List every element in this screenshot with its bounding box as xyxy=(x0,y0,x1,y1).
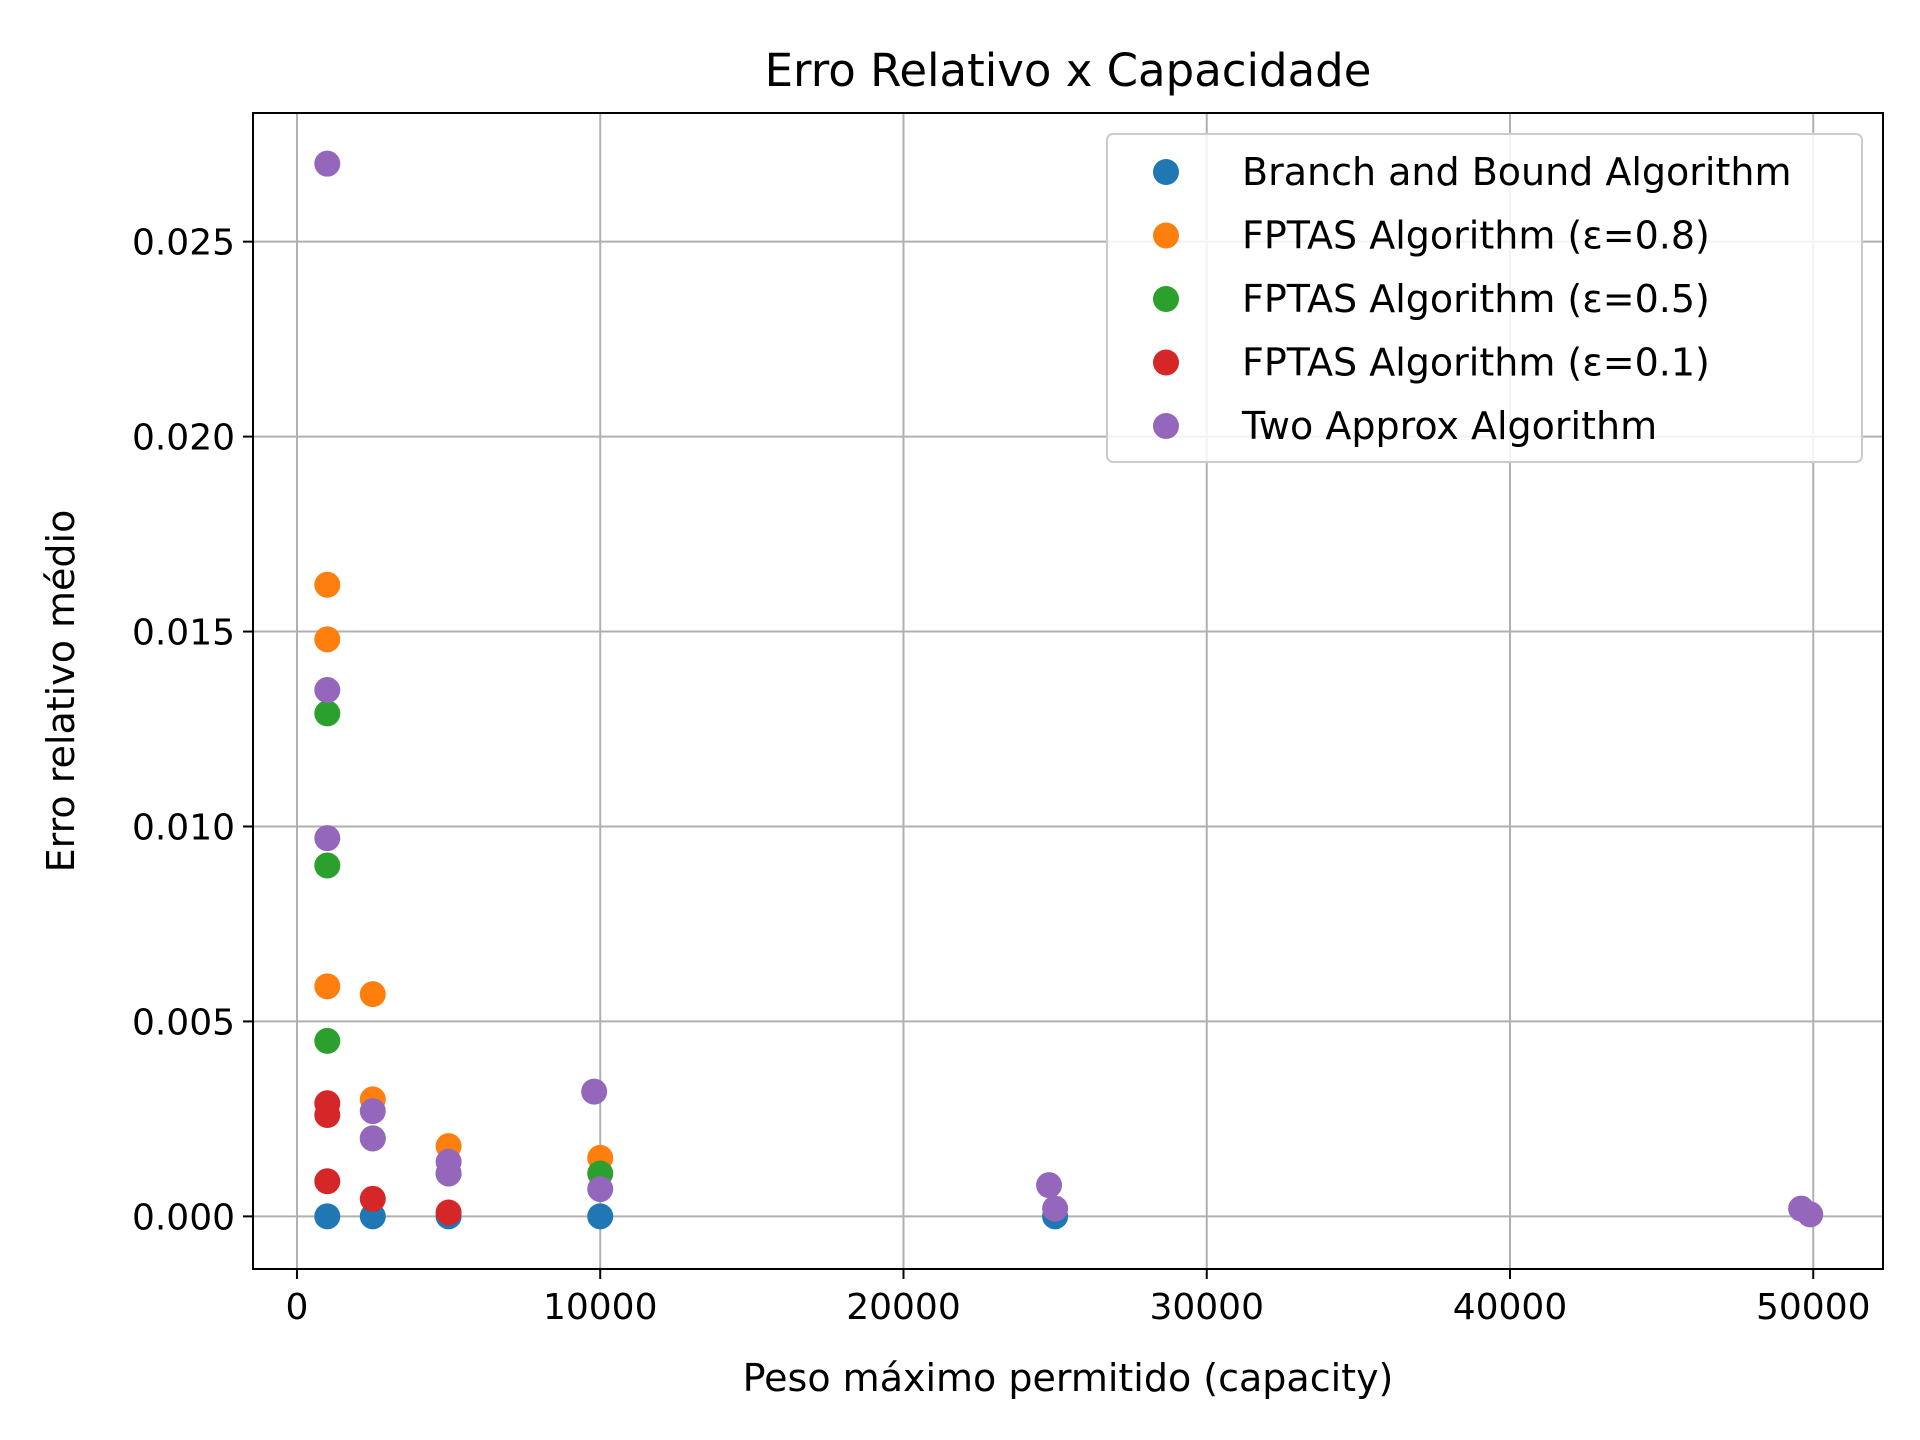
legend-marker xyxy=(1153,222,1179,249)
legend-marker xyxy=(1153,349,1179,376)
data-point xyxy=(581,1078,608,1105)
axis-ticks: 0 10000 20000 30000 40000 50000 0.000 0.005 0.01… xyxy=(132,223,1871,1328)
legend-marker xyxy=(1153,413,1179,439)
data-point xyxy=(314,1203,341,1230)
data-point xyxy=(314,1101,341,1128)
data-point xyxy=(1036,1172,1063,1199)
y-tick-label: 0.000 xyxy=(132,1197,235,1238)
data-point xyxy=(314,973,341,1000)
x-tick-label: 50000 xyxy=(1756,1287,1871,1328)
data-point xyxy=(314,825,341,852)
y-tick-label: 0.005 xyxy=(132,1002,235,1043)
legend-label: FPTAS Algorithm (ε=0.5) xyxy=(1242,277,1710,321)
data-point xyxy=(314,852,341,879)
x-tick-label: 30000 xyxy=(1149,1287,1264,1328)
data-points xyxy=(314,150,1824,1230)
data-point xyxy=(314,1027,341,1054)
data-point xyxy=(359,1098,386,1125)
x-tick-label: 0 xyxy=(286,1287,309,1328)
x-axis-label: Peso máximo permitido (capacity) xyxy=(743,1356,1394,1400)
y-tick-label: 0.010 xyxy=(132,807,235,848)
data-point xyxy=(359,1125,386,1152)
data-point xyxy=(314,677,341,704)
y-axis-label: Erro relativo médio xyxy=(39,510,83,873)
data-point xyxy=(314,700,341,727)
legend-marker xyxy=(1153,286,1179,312)
data-point xyxy=(1042,1195,1069,1222)
y-tick-label: 0.015 xyxy=(132,613,235,654)
data-point xyxy=(359,1185,386,1212)
data-point xyxy=(435,1199,462,1226)
legend: Branch and Bound Algorithm FPTAS Algorith… xyxy=(1106,133,1863,463)
data-point xyxy=(314,626,341,653)
data-point xyxy=(314,571,341,598)
legend-box xyxy=(1106,133,1863,463)
data-point xyxy=(359,981,386,1008)
data-point xyxy=(435,1160,462,1187)
legend-label: Branch and Bound Algorithm xyxy=(1242,150,1791,194)
data-point xyxy=(1797,1201,1824,1228)
data-point xyxy=(314,1168,341,1195)
legend-label: FPTAS Algorithm (ε=0.1) xyxy=(1242,341,1710,385)
x-tick-label: 20000 xyxy=(846,1287,961,1328)
legend-marker xyxy=(1153,159,1179,185)
chart-title: Erro Relativo x Capacidade xyxy=(765,44,1372,97)
data-point xyxy=(587,1176,614,1203)
data-point xyxy=(314,150,341,177)
plot-frame xyxy=(252,112,1884,1270)
legend-label: FPTAS Algorithm (ε=0.8) xyxy=(1242,214,1710,258)
y-tick-label: 0.025 xyxy=(132,223,235,264)
x-tick-label: 10000 xyxy=(543,1287,658,1328)
x-tick-label: 40000 xyxy=(1453,1287,1568,1328)
y-tick-label: 0.020 xyxy=(132,418,235,459)
legend-label: Two Approx Algorithm xyxy=(1241,404,1657,448)
data-point xyxy=(587,1203,614,1230)
